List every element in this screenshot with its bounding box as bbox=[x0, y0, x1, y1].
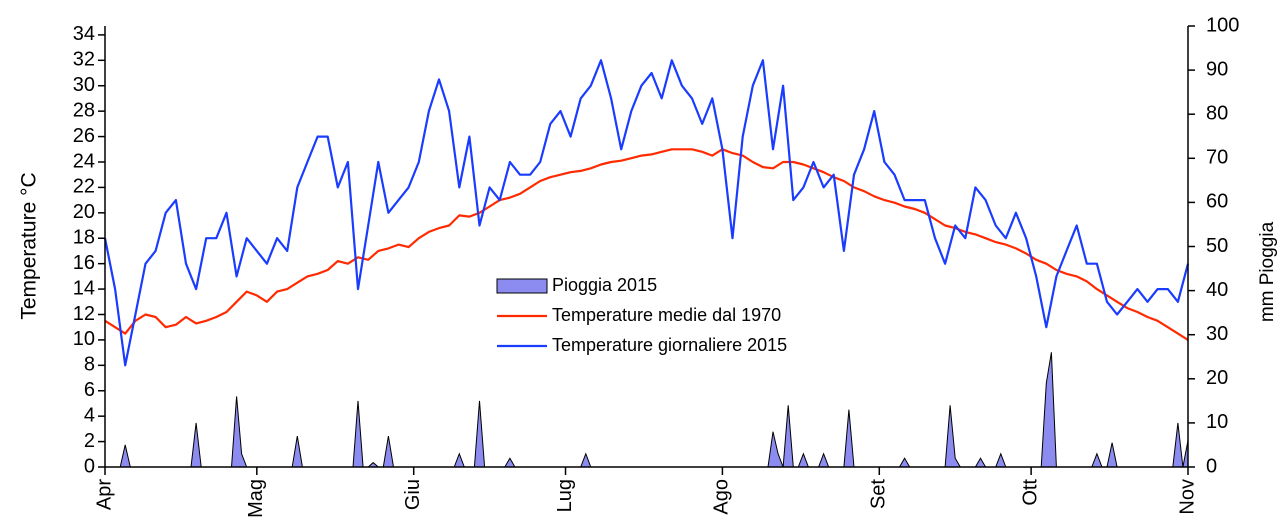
y-tick-label: 22 bbox=[73, 176, 95, 198]
x-tick-label: Lug bbox=[554, 479, 576, 512]
y2-tick-label: 70 bbox=[1206, 147, 1228, 169]
x-tick-label: Ago bbox=[711, 479, 733, 515]
legend-label: Temperature giornaliere 2015 bbox=[552, 335, 787, 355]
y2-tick-label: 20 bbox=[1206, 367, 1228, 389]
y-tick-label: 8 bbox=[84, 354, 95, 376]
y-axis-label: Temperature °C bbox=[18, 172, 41, 319]
y-tick-label: 20 bbox=[73, 201, 95, 223]
y2-tick-label: 90 bbox=[1206, 58, 1228, 80]
y2-tick-label: 0 bbox=[1206, 455, 1217, 477]
x-tick-label: Apr bbox=[93, 479, 115, 510]
y-tick-label: 34 bbox=[73, 23, 95, 45]
temperature-line bbox=[103, 59, 1190, 367]
x-tick-label: Set bbox=[868, 479, 890, 509]
x-tick-label: Mag bbox=[245, 479, 267, 518]
x-tick-label: Giu bbox=[402, 479, 424, 510]
y-tick-label: 12 bbox=[73, 303, 95, 325]
y2-tick-label: 100 bbox=[1206, 14, 1239, 36]
y2-axis-label: mm Pioggia bbox=[1257, 221, 1278, 322]
y-tick-label: 0 bbox=[84, 455, 95, 477]
y2-tick-label: 30 bbox=[1206, 323, 1228, 345]
y-tick-label: 32 bbox=[73, 49, 95, 71]
x-tick-label: Nov bbox=[1176, 479, 1198, 515]
legend-label: Temperature medie dal 1970 bbox=[552, 305, 781, 325]
y2-tick-label: 10 bbox=[1206, 411, 1228, 433]
y-tick-label: 2 bbox=[84, 430, 95, 452]
y2-tick-label: 50 bbox=[1206, 235, 1228, 257]
y-tick-label: 4 bbox=[84, 404, 95, 426]
temperature-line bbox=[104, 148, 1189, 341]
y-tick-label: 26 bbox=[73, 125, 95, 147]
y-tick-label: 18 bbox=[73, 227, 95, 249]
y-tick-label: 30 bbox=[73, 74, 95, 96]
y2-tick-label: 60 bbox=[1206, 191, 1228, 213]
rain-area bbox=[105, 352, 1189, 468]
y-tick-label: 28 bbox=[73, 99, 95, 121]
y2-tick-label: 40 bbox=[1206, 279, 1228, 301]
legend-label: Pioggia 2015 bbox=[552, 275, 657, 295]
y-tick-label: 14 bbox=[73, 277, 95, 299]
y-tick-label: 24 bbox=[73, 150, 95, 172]
y-tick-label: 6 bbox=[84, 379, 95, 401]
x-tick-label: Ott bbox=[1019, 479, 1041, 506]
legend-swatch bbox=[496, 278, 548, 294]
y-tick-label: 10 bbox=[73, 328, 95, 350]
y-tick-label: 16 bbox=[73, 252, 95, 274]
y2-tick-label: 80 bbox=[1206, 102, 1228, 124]
